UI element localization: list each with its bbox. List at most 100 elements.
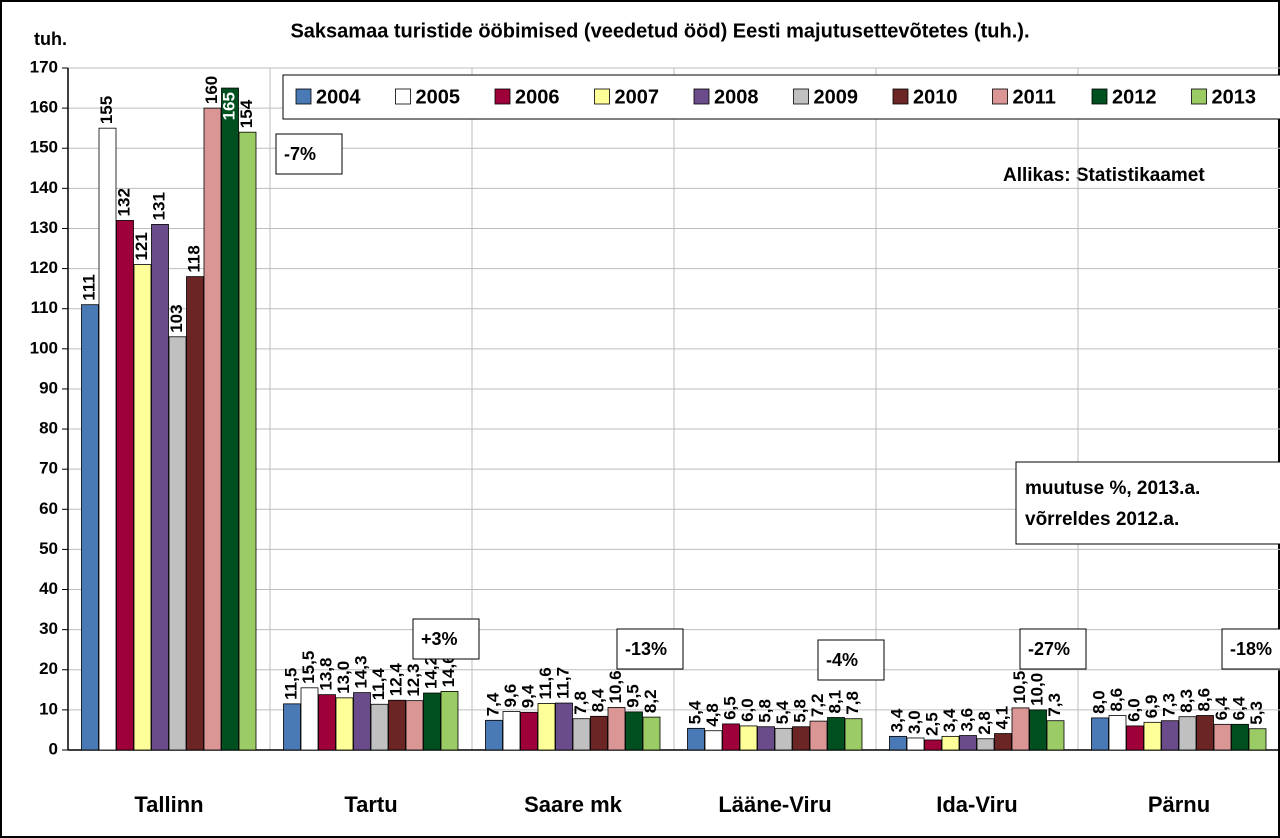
y-tick-label: 20 — [39, 659, 58, 678]
value-label: 6,0 — [738, 698, 757, 722]
y-tick-label: 160 — [30, 98, 58, 117]
value-label: 11,4 — [369, 668, 388, 701]
value-label: 5,8 — [755, 699, 774, 723]
value-label: 111 — [79, 274, 98, 301]
bar — [704, 730, 723, 751]
bar — [774, 727, 793, 751]
legend-swatch — [494, 88, 511, 105]
value-label: 3,4 — [887, 708, 906, 732]
value-label: 7,3 — [1045, 693, 1064, 717]
note-box — [1015, 461, 1280, 545]
bar — [133, 264, 152, 751]
bar — [994, 733, 1012, 751]
bar — [81, 304, 99, 751]
y-tick-label: 100 — [30, 338, 58, 357]
y-tick-label: 60 — [39, 499, 58, 518]
value-label: 11,7 — [553, 667, 572, 699]
y-tick-label: 30 — [39, 619, 58, 638]
y-tick-label: 40 — [39, 579, 58, 598]
bar — [1231, 723, 1249, 751]
bar — [959, 735, 977, 751]
value-label: 131 — [149, 192, 168, 220]
bar — [186, 276, 204, 751]
note-text: muutuse %, 2013.a. — [1025, 478, 1200, 499]
bar — [976, 738, 995, 751]
legend: 2004 2005 2006 2007 2008 2009 2010 2011 2012 2013 — [282, 74, 1280, 120]
value-label: 103 — [167, 304, 186, 332]
value-label: 12,4 — [386, 663, 405, 697]
x-tick-label: Ida-Viru — [936, 792, 1018, 817]
value-label: 121 — [132, 232, 151, 260]
value-label: 8,0 — [1089, 690, 1108, 714]
value-label: 10,0 — [1027, 673, 1046, 706]
legend-label: 2010 — [913, 86, 958, 108]
value-label: 154 — [237, 99, 256, 128]
value-label: 9,5 — [623, 684, 642, 708]
legend-label: 2013 — [1212, 86, 1257, 108]
legend-label: 2007 — [615, 86, 660, 108]
bar — [809, 720, 828, 751]
annotation: -27% — [1028, 639, 1070, 659]
bar — [1161, 720, 1179, 751]
bar — [520, 711, 538, 751]
annotation: +3% — [421, 629, 458, 649]
value-label: 3,4 — [940, 708, 959, 732]
value-label: 3,6 — [957, 708, 976, 732]
value-label: 118 — [184, 245, 203, 272]
bar — [844, 718, 863, 751]
y-tick-label: 140 — [30, 178, 58, 197]
value-label: 13,8 — [316, 658, 335, 691]
bar — [625, 711, 643, 751]
value-label: 4,8 — [703, 703, 722, 727]
bar — [405, 700, 424, 751]
annotation: -7% — [284, 144, 316, 164]
bar — [889, 735, 907, 751]
value-label: 10,6 — [606, 670, 625, 703]
annotation: -13% — [625, 639, 667, 659]
bar — [792, 726, 810, 751]
value-label: 5,3 — [1247, 701, 1266, 725]
bar — [924, 739, 942, 751]
value-label: 165 — [219, 92, 238, 120]
bar — [827, 717, 845, 751]
value-label: 5,4 — [685, 700, 704, 724]
value-label: 2,8 — [975, 711, 994, 735]
value-label: 11,5 — [281, 668, 300, 700]
value-label: 6,4 — [1212, 696, 1231, 720]
bar — [1143, 721, 1162, 751]
annotation-box — [1221, 628, 1280, 670]
chart-title: Saksamaa turistide ööbimised (veedetud ö… — [290, 20, 1029, 42]
y-tick-label: 0 — [49, 739, 58, 758]
value-label: 4,1 — [992, 706, 1011, 730]
bar — [555, 702, 573, 751]
bar — [739, 725, 758, 751]
source-note: Allikas: Statistikaamet — [1003, 165, 1205, 186]
legend-swatch — [395, 88, 411, 105]
value-label: 14,6 — [439, 654, 458, 687]
bar — [116, 220, 134, 751]
bar — [1126, 725, 1144, 751]
y-tick-label: 90 — [39, 378, 58, 397]
bar — [1046, 720, 1065, 751]
value-label: 8,2 — [641, 689, 660, 713]
value-label: 15,5 — [299, 651, 318, 684]
value-label: 160 — [202, 76, 221, 104]
annotation-box — [1019, 628, 1087, 670]
value-label: 7,3 — [1159, 693, 1178, 717]
bar — [941, 735, 960, 751]
y-tick-label: 130 — [30, 218, 58, 237]
bar — [283, 703, 301, 751]
y-tick-label: 110 — [31, 298, 58, 317]
legend-label: 2004 — [316, 86, 361, 108]
value-label: 6,4 — [1229, 696, 1248, 720]
value-label: 7,4 — [483, 692, 502, 716]
legend-label: 2008 — [714, 86, 759, 108]
bar — [353, 692, 371, 751]
bar — [1248, 728, 1267, 751]
bar — [687, 727, 705, 751]
annotation-box — [275, 133, 343, 175]
bar — [1178, 716, 1197, 751]
bar — [168, 336, 187, 751]
value-label: 8,6 — [1107, 688, 1126, 712]
legend-swatch — [892, 88, 909, 105]
